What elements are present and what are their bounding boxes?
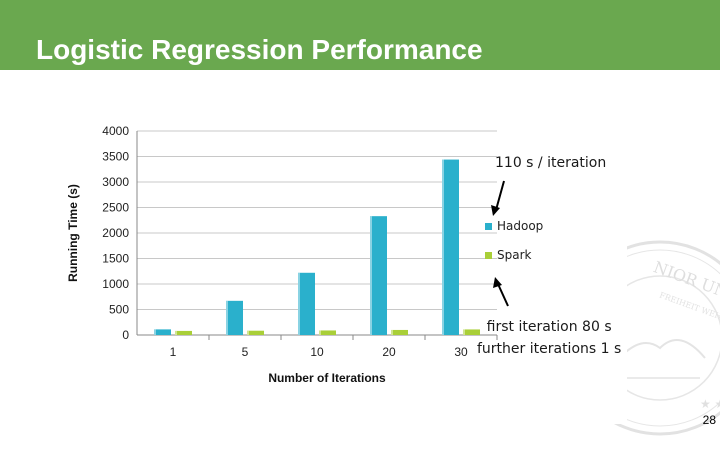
hadoop-arrow-line (495, 180, 505, 211)
bar-highlight (319, 330, 321, 335)
x-axis-label: Number of Iterations (268, 371, 386, 385)
spark-arrow-line (497, 283, 509, 307)
slide-header (0, 0, 720, 70)
spark-annotation-line1: first iteration 80 s (486, 319, 612, 335)
spark-annotation: first iteration 80 s further iterations … (477, 316, 621, 360)
bar-hadoop-20 (370, 216, 387, 335)
legend-label-hadoop: Hadoop (497, 219, 543, 233)
bar-hadoop-1 (154, 329, 171, 335)
y-tick-label: 1000 (102, 277, 129, 291)
y-tick-label: 0 (122, 328, 129, 342)
bar-highlight (247, 330, 249, 335)
bar-spark-30 (463, 329, 480, 335)
bar-highlight (442, 159, 444, 335)
y-tick-label: 2500 (102, 201, 129, 215)
x-tick-label: 20 (382, 345, 396, 359)
bar-spark-5 (247, 330, 264, 335)
svg-text:★ ★: ★ ★ (700, 397, 720, 411)
bar-highlight (226, 300, 228, 335)
bar-spark-10 (319, 330, 336, 335)
y-tick-label: 2000 (102, 226, 129, 240)
spark-arrow-head (493, 277, 502, 288)
x-tick-label: 30 (454, 345, 468, 359)
bar-highlight (298, 272, 300, 335)
bar-highlight (175, 330, 177, 335)
bar-hadoop-5 (226, 300, 243, 335)
legend-swatch-hadoop (485, 223, 492, 230)
x-tick-label: 10 (310, 345, 324, 359)
y-tick-label: 500 (109, 303, 129, 317)
spark-annotation-line2: further iterations 1 s (477, 341, 622, 357)
legend-label-spark: Spark (497, 248, 532, 262)
chart-panel: 0 500 1000 1500 2000 2500 3000 3500 4000 1 5 10 20 30… (37, 108, 627, 424)
slide-title: Logistic Regression Performance (36, 34, 483, 65)
bar-highlight (154, 329, 156, 335)
x-tick-label: 5 (242, 345, 249, 359)
hadoop-annotation: 110 s / iteration (495, 155, 607, 171)
y-tick-label: 4000 (102, 124, 129, 138)
hadoop-arrow-head (491, 205, 500, 216)
bar-spark-1 (175, 330, 192, 335)
bar-spark-20 (391, 329, 408, 335)
bar-highlight (391, 329, 393, 335)
bar-hadoop-10 (298, 272, 315, 335)
y-axis-label: Running Time (s) (66, 184, 80, 282)
legend-swatch-spark (485, 252, 492, 259)
x-tick-label: 1 (170, 345, 177, 359)
y-tick-label: 1500 (102, 252, 129, 266)
y-tick-label: 3000 (102, 175, 129, 189)
y-tick-label: 3500 (102, 150, 129, 164)
bar-chart: 0 500 1000 1500 2000 2500 3000 3500 4000 1 5 10 20 30… (66, 124, 543, 385)
bar-hadoop-30 (442, 159, 459, 335)
bar-highlight (370, 216, 372, 335)
bar-highlight (463, 329, 465, 335)
page-number: 28 (702, 413, 716, 427)
